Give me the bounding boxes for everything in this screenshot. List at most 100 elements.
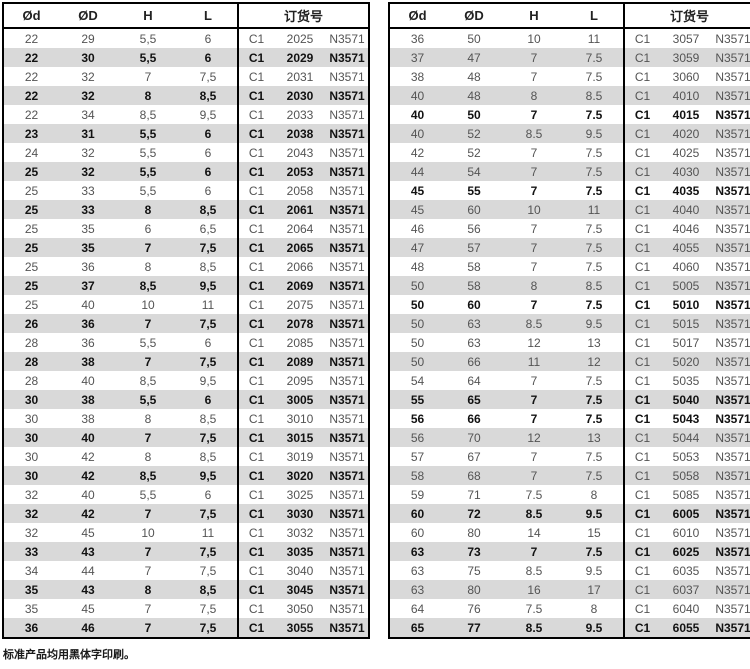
cell-order-prefix: C1: [237, 485, 274, 504]
cell-L: 7.5: [565, 48, 624, 67]
cell-order-prefix: C1: [623, 162, 660, 181]
cell-H: 5,5: [117, 124, 179, 143]
cell-H: 8: [144, 449, 152, 464]
cell-d: 25: [24, 297, 39, 312]
cell-order-number: 3015: [274, 428, 326, 447]
table-row: 25 33 5,5 6 C1 2058 N3571: [3, 181, 369, 200]
cell-order-prefix: C1: [237, 257, 274, 276]
cell-order-suffix: N3571: [326, 542, 369, 561]
cell-L: 9.5: [565, 124, 624, 143]
cell-H: 7: [117, 314, 179, 333]
cell-L: 8.5: [565, 86, 624, 105]
cell-order-number: 2058: [286, 183, 314, 198]
cell-D: 73: [445, 542, 503, 561]
cell-order-suffix: N3571: [712, 86, 750, 105]
cell-d: 60: [410, 525, 425, 540]
cell-d: 25: [24, 259, 39, 274]
cell-order-prefix: C1: [623, 618, 660, 638]
column-header-order-number: 订货号: [623, 3, 750, 29]
cell-d: 50: [389, 314, 445, 333]
cell-D: 60: [445, 200, 503, 219]
cell-order-suffix: N3571: [329, 525, 365, 540]
table-row: 22 32 7 7,5 C1 2031 N3571: [3, 67, 369, 86]
table-row: 24 32 5,5 6 C1 2043 N3571: [3, 143, 369, 162]
table-row: 25 32 5,5 6 C1 2053 N3571: [3, 162, 369, 181]
cell-order-prefix: C1: [237, 561, 274, 580]
cell-d: 54: [410, 373, 425, 388]
cell-D: 43: [59, 542, 117, 561]
cell-d: 28: [24, 335, 39, 350]
cell-H: 8.5: [503, 504, 565, 523]
table-row: 60 72 8.5 9.5 C1 6005 N3571: [389, 504, 750, 523]
cell-order-number: 5015: [660, 314, 712, 333]
cell-order-suffix: N3571: [326, 428, 369, 447]
cell-order-suffix: N3571: [326, 238, 369, 257]
cell-D: 30: [59, 48, 117, 67]
table-row: 59 71 7.5 8 C1 5085 N3571: [389, 485, 750, 504]
cell-D: 32: [81, 145, 95, 160]
cell-H: 7: [503, 48, 565, 67]
cell-D: 32: [81, 69, 95, 84]
cell-order-number: 3040: [286, 563, 314, 578]
cell-order-prefix: C1: [237, 390, 274, 409]
table-row: 42 52 7 7.5 C1 4025 N3571: [389, 143, 750, 162]
cell-D: 38: [81, 411, 95, 426]
cell-order-prefix: C1: [623, 523, 660, 542]
cell-d: 36: [410, 31, 425, 46]
cell-d: 30: [3, 466, 59, 485]
cell-H: 7: [144, 601, 152, 616]
cell-H: 5,5: [139, 31, 157, 46]
cell-H: 8: [503, 276, 565, 295]
cell-order-number: 4060: [672, 259, 700, 274]
cell-D: 37: [59, 276, 117, 295]
cell-L: 11: [587, 31, 601, 46]
cell-order-number: 5005: [660, 276, 712, 295]
cell-L: 7,5: [179, 504, 238, 523]
cell-order-prefix: C1: [237, 143, 274, 162]
table-row: 28 36 5,5 6 C1 2085 N3571: [3, 333, 369, 352]
cell-order-suffix: N3571: [712, 314, 750, 333]
cell-order-number: 2075: [286, 297, 314, 312]
cell-H: 10: [141, 525, 155, 540]
cell-H: 7: [530, 69, 538, 84]
table-row: 34 44 7 7,5 C1 3040 N3571: [3, 561, 369, 580]
cell-order-prefix: C1: [237, 409, 274, 428]
cell-order-number: 2043: [286, 145, 314, 160]
cell-D: 33: [81, 183, 95, 198]
cell-L: 9.5: [565, 618, 624, 638]
column-header-D: ØD: [445, 3, 503, 29]
cell-order-number: 2065: [274, 238, 326, 257]
cell-D: 56: [467, 221, 481, 236]
cell-L: 6: [204, 335, 212, 350]
cell-order-suffix: N3571: [326, 352, 369, 371]
cell-H: 5,5: [139, 487, 157, 502]
cell-L: 6: [179, 162, 238, 181]
cell-H: 5,5: [139, 183, 157, 198]
cell-order-number: 2085: [286, 335, 314, 350]
cell-H: 7: [530, 297, 538, 312]
cell-order-prefix: C1: [237, 105, 274, 124]
cell-order-prefix: C1: [623, 352, 660, 371]
cell-D: 35: [59, 238, 117, 257]
cell-order-suffix: N3571: [715, 601, 750, 616]
table-header-row: Ød ØD H L 订货号: [3, 3, 369, 29]
cell-L: 11: [201, 525, 215, 540]
cell-D: 55: [467, 183, 481, 198]
cell-L: 7,5: [179, 428, 238, 447]
cell-H: 8: [144, 411, 152, 426]
cell-d: 23: [3, 124, 59, 143]
cell-order-number: 3010: [286, 411, 314, 426]
cell-order-prefix: C1: [623, 428, 660, 447]
cell-order-prefix: C1: [237, 352, 274, 371]
table-row: 63 73 7 7.5 C1 6025 N3571: [389, 542, 750, 561]
cell-d: 25: [3, 276, 59, 295]
cell-order-prefix: C1: [237, 580, 274, 599]
cell-D: 48: [467, 69, 481, 84]
spec-table-left: Ød ØD H L 订货号 22 29 5,5 6 C1 2025 N3571 22 30 5,5…: [2, 2, 370, 639]
cell-order-number: 3030: [274, 504, 326, 523]
cell-d: 55: [389, 390, 445, 409]
cell-d: 56: [389, 428, 445, 447]
cell-d: 24: [24, 145, 39, 160]
cell-d: 42: [410, 145, 425, 160]
